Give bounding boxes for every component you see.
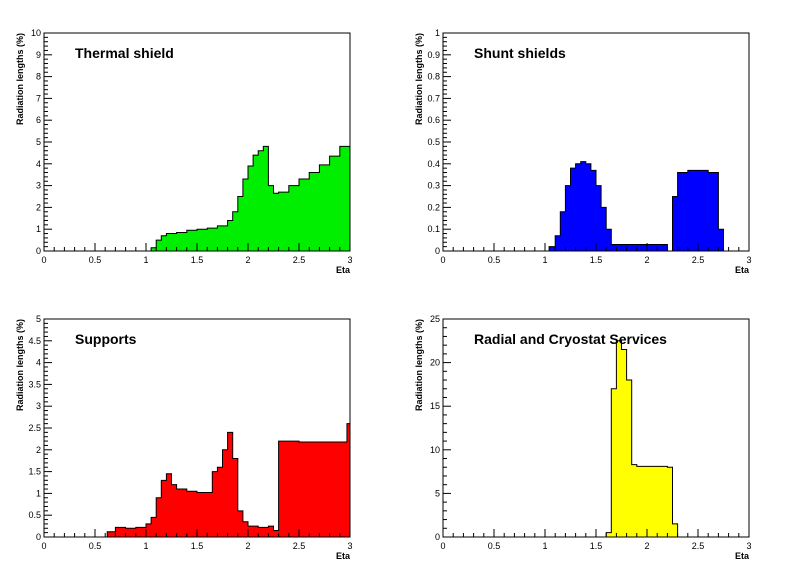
y-tick-label: 10 bbox=[31, 28, 41, 38]
x-axis-title: Eta bbox=[336, 551, 351, 561]
x-tick-label: 1.5 bbox=[191, 255, 204, 265]
y-tick-label: 7 bbox=[36, 93, 41, 103]
y-tick-label: 0.2 bbox=[427, 202, 440, 212]
x-tick-label: 2 bbox=[245, 541, 250, 551]
y-tick-label: 0.1 bbox=[427, 224, 440, 234]
y-tick-label: 1 bbox=[36, 224, 41, 234]
histogram-supports bbox=[44, 408, 351, 538]
y-tick-label: 0.4 bbox=[427, 159, 440, 169]
y-tick-label: 0 bbox=[36, 246, 41, 256]
x-tick-label: 2 bbox=[245, 255, 250, 265]
panel-title: Radial and Cryostat Services bbox=[474, 331, 667, 347]
y-tick-label: 4.5 bbox=[28, 336, 41, 346]
y-tick-label: 1 bbox=[435, 28, 440, 38]
y-tick-label: 1.5 bbox=[28, 467, 41, 477]
y-tick-label: 3 bbox=[36, 401, 41, 411]
x-tick-label: 2.5 bbox=[692, 255, 705, 265]
x-tick-label: 1.5 bbox=[191, 541, 204, 551]
y-tick-label: 0.7 bbox=[427, 93, 440, 103]
y-tick-label: 5 bbox=[36, 137, 41, 147]
y-tick-label: 3 bbox=[36, 181, 41, 191]
y-tick-label: 2 bbox=[36, 202, 41, 212]
histogram-shunt-shields bbox=[443, 161, 749, 252]
panel-title: Thermal shield bbox=[75, 45, 174, 61]
histogram-thermal-shield bbox=[44, 135, 351, 252]
x-axis-title: Eta bbox=[735, 265, 750, 275]
x-axis-title: Eta bbox=[735, 551, 750, 561]
y-tick-label: 0 bbox=[435, 532, 440, 542]
y-tick-label: 0.6 bbox=[427, 115, 440, 125]
x-tick-label: 1 bbox=[542, 255, 547, 265]
y-tick-label: 0.8 bbox=[427, 72, 440, 82]
x-tick-label: 1.5 bbox=[590, 541, 603, 551]
panel-supports: 0 0.5 1 1.5 2 2.5 3 0 0.5 1 1.5 2 2.5 3 3.5 4 4.5 5 Eta Rad… bbox=[15, 314, 353, 561]
panel-radial-and-cryostat-services: 0 0.5 1 1.5 2 2.5 3 0 5 10 15 20 25 Eta Radiation leng… bbox=[414, 314, 752, 561]
y-tick-label: 10 bbox=[430, 445, 440, 455]
y-tick-label: 3.5 bbox=[28, 379, 41, 389]
x-tick-label: 0.5 bbox=[488, 255, 501, 265]
x-tick-label: 0 bbox=[440, 541, 445, 551]
y-tick-label: 4 bbox=[36, 358, 41, 368]
y-tick-label: 4 bbox=[36, 159, 41, 169]
x-tick-label: 0 bbox=[41, 255, 46, 265]
x-tick-label: 0 bbox=[41, 541, 46, 551]
x-tick-label: 1 bbox=[143, 541, 148, 551]
x-tick-label: 2 bbox=[644, 541, 649, 551]
y-axis-title: Radiation lengths (%) bbox=[414, 319, 424, 411]
x-tick-label: 2.5 bbox=[692, 541, 705, 551]
panel-title: Supports bbox=[75, 331, 137, 347]
x-tick-label: 0.5 bbox=[89, 255, 102, 265]
x-tick-label: 1.5 bbox=[590, 255, 603, 265]
y-tick-label: 0.5 bbox=[28, 510, 41, 520]
y-tick-label: 5 bbox=[36, 314, 41, 324]
x-tick-label: 2.5 bbox=[293, 541, 306, 551]
x-tick-label: 1 bbox=[143, 255, 148, 265]
panel-shunt-shields: 0 0.5 1 1.5 2 2.5 3 0 0.1 0.2 0.3 0.4 0.5 0.6 0.7 0.8 0.… bbox=[414, 28, 752, 275]
x-tick-label: 3 bbox=[746, 255, 751, 265]
y-tick-label: 0 bbox=[36, 532, 41, 542]
y-tick-label: 2.5 bbox=[28, 423, 41, 433]
panel-title: Shunt shields bbox=[474, 45, 566, 61]
x-tick-label: 0 bbox=[440, 255, 445, 265]
panel-thermal-shield: 0 0.5 1 1.5 2 2.5 3 0 1 2 3 4 5 6 7 8 9 10 Eta Radiation le… bbox=[15, 28, 353, 275]
y-tick-label: 8 bbox=[36, 72, 41, 82]
y-tick-label: 0.5 bbox=[427, 137, 440, 147]
y-tick-label: 6 bbox=[36, 115, 41, 125]
y-tick-label: 15 bbox=[430, 401, 440, 411]
x-tick-label: 3 bbox=[746, 541, 751, 551]
x-tick-label: 3 bbox=[347, 541, 352, 551]
y-tick-label: 0.9 bbox=[427, 50, 440, 60]
y-tick-label: 0 bbox=[435, 246, 440, 256]
histogram-radial-and-cryostat-services bbox=[443, 340, 749, 538]
y-axis-title: Radiation lengths (%) bbox=[15, 319, 25, 411]
x-axis-title: Eta bbox=[336, 265, 351, 275]
x-tick-label: 2.5 bbox=[293, 255, 306, 265]
y-tick-label: 2 bbox=[36, 445, 41, 455]
y-tick-label: 25 bbox=[430, 314, 440, 324]
y-tick-label: 9 bbox=[36, 50, 41, 60]
y-tick-label: 0.3 bbox=[427, 181, 440, 191]
x-tick-label: 2 bbox=[644, 255, 649, 265]
y-tick-label: 5 bbox=[435, 488, 440, 498]
y-axis-title: Radiation lengths (%) bbox=[15, 33, 25, 125]
y-tick-label: 1 bbox=[36, 488, 41, 498]
x-tick-label: 0.5 bbox=[89, 541, 102, 551]
x-tick-label: 1 bbox=[542, 541, 547, 551]
plot-frame bbox=[442, 318, 750, 538]
x-tick-label: 0.5 bbox=[488, 541, 501, 551]
y-axis-title: Radiation lengths (%) bbox=[414, 33, 424, 125]
x-tick-label: 3 bbox=[347, 255, 352, 265]
y-tick-label: 20 bbox=[430, 358, 440, 368]
